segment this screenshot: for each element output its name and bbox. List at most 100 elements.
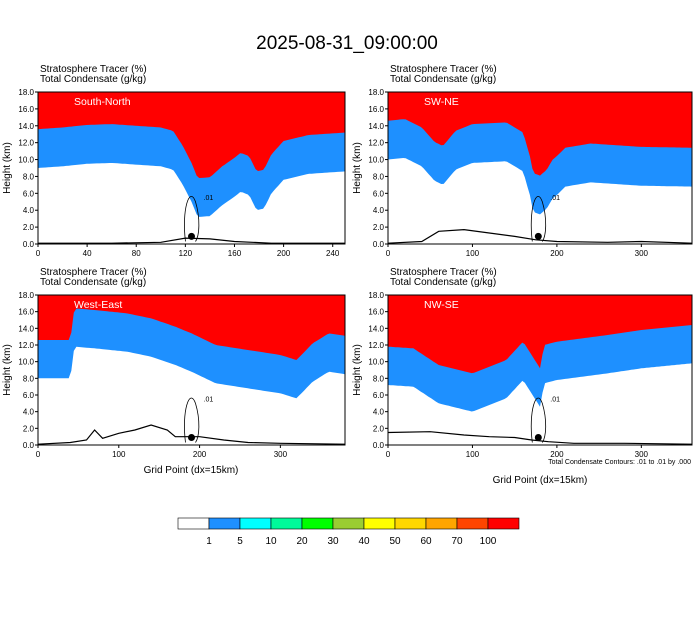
y-tick-label: 10.0 [18, 358, 34, 367]
terrain-line [388, 228, 692, 244]
location-marker [188, 434, 195, 441]
y-tick-label: 0.0 [373, 441, 385, 450]
location-marker [534, 232, 542, 240]
colorbar-swatch [208, 517, 241, 530]
x-tick-label: 40 [83, 249, 92, 258]
panel-west-east: .01 West-East Stratosphere Tracer (%)Total… [2, 267, 346, 459]
colorbar-swatch [270, 517, 303, 530]
y-axis-title: Height (km) [2, 344, 13, 396]
condensate-contour [184, 397, 200, 443]
y-tick-label: 18.0 [18, 291, 34, 300]
x-tick-label: 300 [274, 450, 288, 459]
y-axis-title: Height (km) [2, 142, 13, 194]
location-marker [188, 232, 195, 240]
plot-frame [37, 91, 346, 245]
tracer-band [38, 295, 345, 360]
x-tick-label: 200 [550, 249, 564, 258]
plot-frame [387, 294, 693, 446]
y-tick-label: 2.0 [23, 424, 35, 433]
y-tick-label: 4.0 [23, 206, 35, 215]
plot-area: .01 [388, 295, 692, 445]
y-tick-label: 18.0 [18, 88, 34, 97]
field-contour-label: Total Condensate (g/kg) [40, 277, 146, 288]
contour-footnote: Total Condensate Contours: .01 to .01 by… [548, 459, 691, 466]
y-tick-label: 10.0 [368, 358, 384, 367]
x-tick-label: 100 [466, 450, 480, 459]
colorbar: 1 5 10 20 30 40 50 60 70 100 [177, 517, 520, 547]
condensate-contour [530, 195, 547, 242]
y-tick-label: 10.0 [368, 156, 384, 165]
condensate-contour [530, 397, 547, 443]
y-tick-label: 4.0 [373, 408, 385, 417]
y-tick-label: 6.0 [23, 189, 35, 198]
panel-label: SW-NE [424, 96, 459, 108]
terrain-line [388, 431, 692, 445]
field-contour-label: Total Condensate (g/kg) [40, 74, 146, 85]
colorbar-swatch [332, 517, 365, 530]
plot-area: .01 [388, 92, 692, 244]
x-tick-label: 300 [635, 249, 649, 258]
panel-label: South-North [74, 96, 131, 108]
y-tick-label: 6.0 [23, 391, 35, 400]
y-tick-label: 4.0 [23, 408, 35, 417]
colorbar-label: 60 [420, 536, 432, 547]
x-tick-label: 80 [132, 249, 141, 258]
colorbar-label: 20 [296, 536, 308, 547]
colorbar-label: 100 [480, 536, 497, 547]
y-tick-label: 12.0 [18, 139, 34, 148]
y-tick-label: 14.0 [368, 122, 384, 131]
y-tick-label: 2.0 [23, 223, 35, 232]
field-contour-label: Total Condensate (g/kg) [390, 74, 496, 85]
x-tick-label: 240 [326, 249, 340, 258]
y-tick-label: 16.0 [18, 308, 34, 317]
plot-frame [387, 91, 693, 245]
terrain-line [38, 424, 345, 445]
colorbar-label: 1 [206, 536, 212, 547]
colorbar-swatch [394, 517, 427, 530]
y-tick-label: 6.0 [373, 391, 385, 400]
y-tick-label: 12.0 [368, 139, 384, 148]
panel-nw-se: .01 NW-SE Stratosphere Tracer (%)Total Con… [352, 267, 693, 459]
colorbar-swatch [301, 517, 334, 530]
x-tick-label: 200 [550, 450, 564, 459]
x-tick-label: 0 [36, 249, 41, 258]
y-tick-label: 8.0 [23, 172, 35, 181]
y-tick-label: 16.0 [368, 308, 384, 317]
y-tick-label: 14.0 [18, 122, 34, 131]
contour-label: .01 [550, 195, 560, 202]
x-tick-label: 300 [635, 450, 649, 459]
plot-frame [37, 294, 346, 446]
y-tick-label: 14.0 [368, 324, 384, 333]
y-axis-title: Height (km) [352, 142, 363, 194]
y-tick-label: 16.0 [368, 105, 384, 114]
y-tick-label: 18.0 [368, 291, 384, 300]
field-main-label: Stratosphere Tracer (%) [390, 64, 497, 75]
y-tick-label: 8.0 [23, 374, 35, 383]
colorbar-label: 5 [237, 536, 243, 547]
x-tick-label: 0 [386, 450, 391, 459]
x-axis-title: Grid Point (dx=15km) [493, 475, 588, 486]
y-tick-label: 8.0 [373, 172, 385, 181]
panel-label: West-East [74, 299, 122, 311]
y-tick-label: 2.0 [373, 223, 385, 232]
x-tick-label: 200 [193, 450, 207, 459]
colorbar-label: 30 [327, 536, 339, 547]
y-tick-label: 14.0 [18, 324, 34, 333]
colorbar-swatch [239, 517, 272, 530]
y-tick-label: 6.0 [373, 189, 385, 198]
figure-title: 2025-08-31_09:00:00 [256, 33, 438, 54]
tracer-band [38, 92, 345, 178]
colorbar-swatch [425, 517, 458, 530]
field-main-label: Stratosphere Tracer (%) [40, 64, 147, 75]
panel-label: NW-SE [424, 299, 459, 311]
y-axis-title: Height (km) [352, 344, 363, 396]
y-tick-label: 2.0 [373, 424, 385, 433]
y-tick-label: 0.0 [23, 240, 35, 249]
location-marker [534, 434, 542, 441]
y-tick-label: 4.0 [373, 206, 385, 215]
y-tick-label: 12.0 [368, 341, 384, 350]
x-tick-label: 160 [228, 249, 242, 258]
x-tick-label: 120 [179, 249, 193, 258]
colorbar-label: 40 [358, 536, 370, 547]
